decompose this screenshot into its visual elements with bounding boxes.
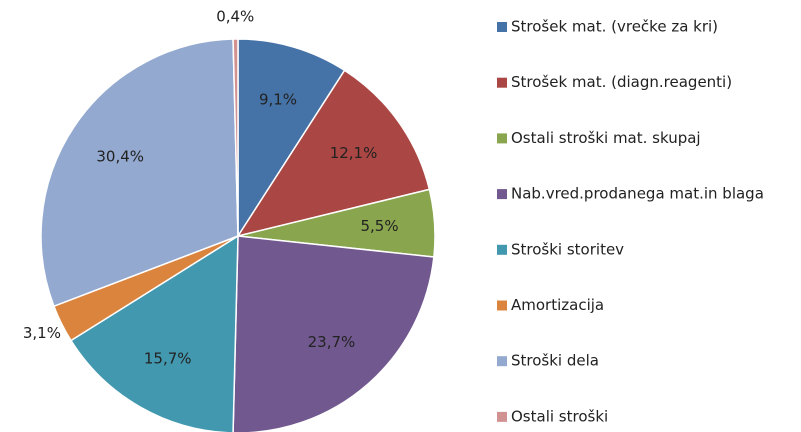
legend-label: Nab.vred.prodanega mat.in blaga [511, 185, 764, 203]
legend-label: Strošek mat. (vrečke za kri) [511, 18, 718, 36]
legend-swatch [497, 189, 507, 200]
pie-slice [40, 38, 239, 308]
data-label: 3,1% [23, 324, 61, 342]
legend-label: Amortizacija [511, 296, 604, 314]
legend-label: Ostali stroški mat. skupaj [511, 129, 701, 147]
legend-swatch [497, 77, 507, 88]
legend-swatch [497, 22, 507, 32]
legend-swatch [497, 133, 507, 144]
pie-slice [236, 69, 431, 238]
pie-slice [237, 38, 346, 239]
data-label: 23,7% [308, 333, 356, 351]
legend-label: Strošek mat. (diagn.reagenti) [511, 73, 732, 91]
legend-swatch [497, 411, 507, 422]
pie-slice [232, 38, 239, 237]
data-label: 30,4% [96, 148, 144, 166]
data-label: 12,1% [330, 144, 378, 162]
legend-swatch [497, 300, 507, 311]
pie-slice [232, 235, 435, 432]
legend-label: Stroški dela [511, 352, 599, 370]
data-label: 5,5% [360, 217, 398, 235]
data-label: 0,4% [216, 8, 254, 26]
legend-swatch [497, 244, 507, 255]
legend-label: Ostali stroški [511, 407, 608, 425]
data-label: 15,7% [144, 350, 192, 368]
data-label: 9,1% [259, 90, 297, 108]
legend-label: Stroški storitev [511, 240, 624, 258]
legend-swatch [497, 356, 507, 367]
